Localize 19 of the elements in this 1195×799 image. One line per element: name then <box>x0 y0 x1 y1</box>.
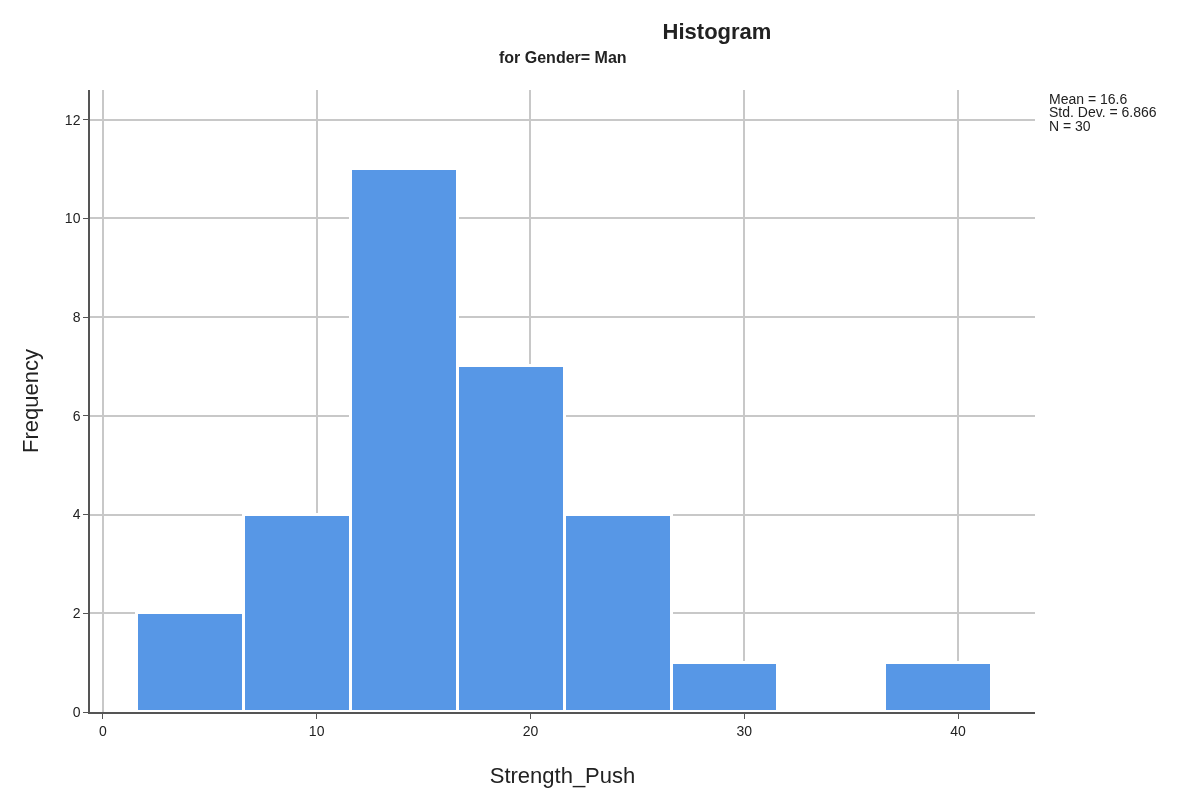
y-tick-label: 2 <box>72 605 81 622</box>
y-tick-label: 0 <box>72 703 81 720</box>
x-axis-title: Strength_Push <box>489 762 636 788</box>
text: N = 30 <box>1049 118 1091 134</box>
y-axis-title: Frequency <box>18 349 44 453</box>
y-tick-label: 10 <box>64 210 81 227</box>
x-tick-label: 40 <box>950 722 967 739</box>
y-tick-label: 4 <box>72 506 81 523</box>
y-tick-label: 8 <box>72 308 81 325</box>
chart-subtitle: for Gender= Man <box>499 49 627 66</box>
x-tick-label: 10 <box>308 722 325 739</box>
text: Mean = 16.6 <box>1049 91 1128 107</box>
y-tick-label: 6 <box>72 407 81 424</box>
x-tick-label: 20 <box>522 722 539 739</box>
x-tick-label: 30 <box>736 722 753 739</box>
x-tick-label: 0 <box>98 722 107 739</box>
text: Std. Dev. = 6.866 <box>1049 104 1157 120</box>
y-tick-label: 12 <box>64 111 81 128</box>
chart-title: Histogram <box>662 19 772 45</box>
